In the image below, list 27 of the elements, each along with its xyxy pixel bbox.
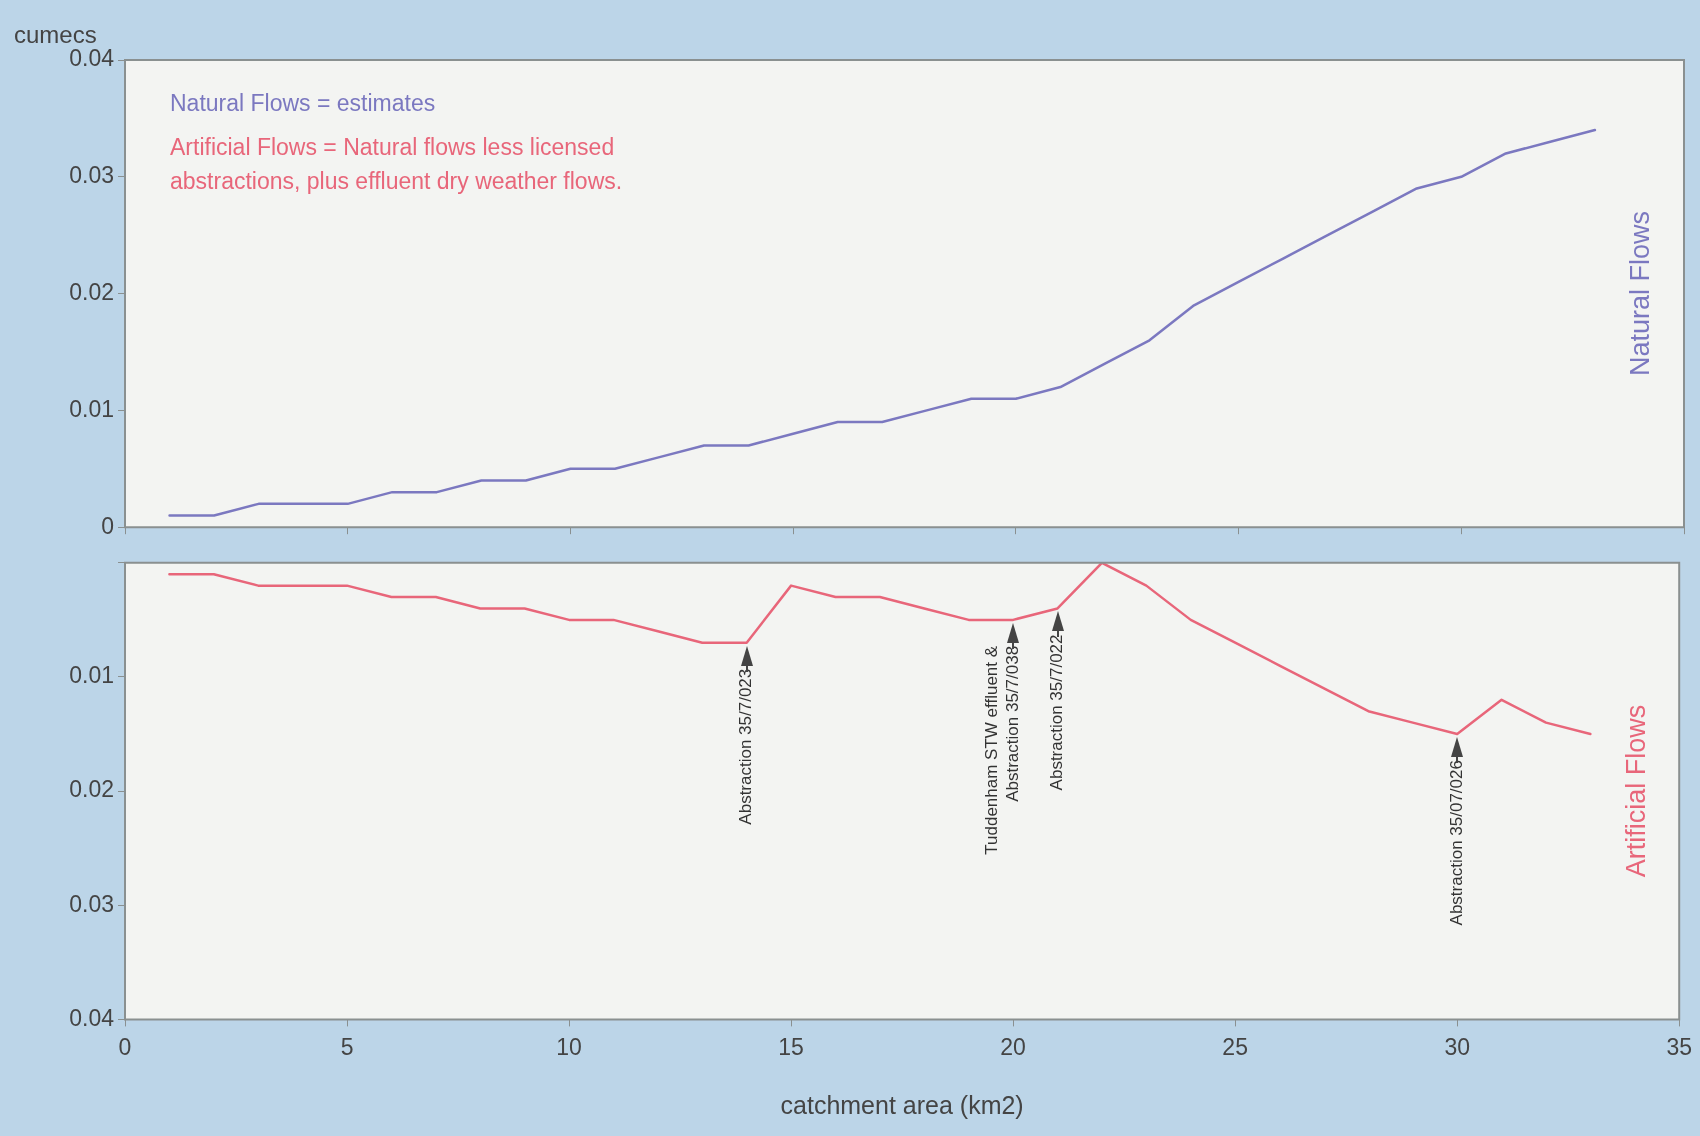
x-tick-label: 5 xyxy=(340,1033,354,1060)
x-tick-label: 20 xyxy=(1000,1033,1026,1060)
y-tick-label: 0.02 xyxy=(69,776,114,803)
x-axis-title: catchment area (km2) xyxy=(780,1090,1024,1119)
y-tick-label: 0.04 xyxy=(69,45,115,72)
x-tick-label: 30 xyxy=(1444,1033,1470,1060)
annotation: Abstraction 35/7/023 xyxy=(736,668,756,825)
x-tick-label: 0 xyxy=(118,1033,132,1060)
x-tick-label: 15 xyxy=(778,1033,804,1060)
y-tick-label: 0.03 xyxy=(69,162,114,189)
text: Natural Flows xyxy=(1625,211,1656,377)
annotation: Abstraction 35/07/026 xyxy=(1446,760,1466,926)
text: Artificial Flows xyxy=(1620,704,1651,878)
annotation: Abstraction 35/7/022 xyxy=(1047,634,1067,791)
x-tick-label: 35 xyxy=(1666,1033,1693,1060)
annotation: Artificial Flows = Natural flows less licensed abstractions, plus effluent dry weather flows. xyxy=(170,134,623,195)
y-tick-label: 0.01 xyxy=(69,662,114,689)
y-axis-title: cumecs xyxy=(14,20,97,48)
annotation: Natural Flows = estimates xyxy=(170,90,436,117)
y-tick-label: 0.04 xyxy=(69,1004,115,1031)
x-tick-label: 10 xyxy=(556,1033,582,1060)
x-tick-label: 25 xyxy=(1222,1033,1248,1060)
y-tick-label: 0 xyxy=(101,512,114,539)
annotation: Tuddenham STW effluent & Abstraction 35/7/038 xyxy=(981,645,1022,855)
y-tick-label: 0.01 xyxy=(69,395,114,422)
y-tick-label: 0.03 xyxy=(69,890,114,917)
y-tick-label: 0.02 xyxy=(69,278,114,305)
